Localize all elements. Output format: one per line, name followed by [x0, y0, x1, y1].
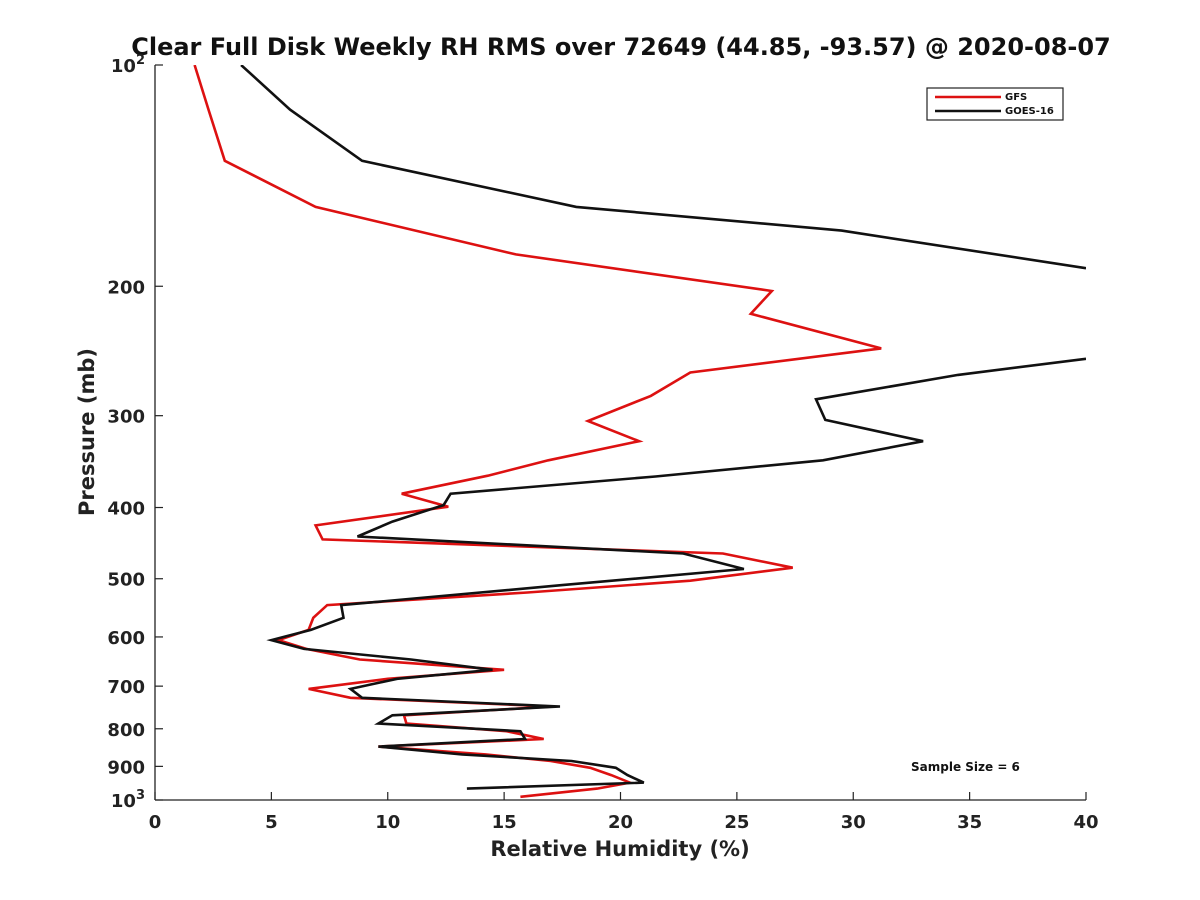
y-axis-label: Pressure (mb) — [75, 348, 99, 516]
x-tick-label: 10 — [375, 812, 400, 833]
y-tick-label: 400 — [107, 499, 145, 520]
chart-title: Clear Full Disk Weekly RH RMS over 72649… — [131, 33, 1111, 61]
y-tick-label: 800 — [107, 720, 145, 741]
x-tick-label: 15 — [492, 812, 517, 833]
x-tick-label: 20 — [608, 812, 633, 833]
legend-label-goes16: GOES-16 — [1005, 106, 1054, 117]
legend: GFS GOES-16 — [926, 87, 1064, 121]
sample-size-annotation: Sample Size = 6 — [911, 760, 1020, 774]
legend-label-gfs: GFS — [1005, 92, 1027, 103]
x-tick-label: 25 — [724, 812, 749, 833]
y-tick-label: 103 — [111, 788, 145, 812]
series-layer — [193, 65, 1086, 799]
x-tick-label: 35 — [957, 812, 982, 833]
y-tick-label: 900 — [107, 757, 145, 778]
y-tick-label: 300 — [107, 407, 145, 428]
x-tick-label: 0 — [149, 812, 162, 833]
legend-box — [926, 87, 1064, 121]
y-tick-label: 600 — [107, 628, 145, 649]
series-line-goes16-lower — [266, 357, 1086, 790]
y-tick-label: 200 — [107, 277, 145, 298]
x-tick-label: 5 — [265, 812, 278, 833]
y-tick-label: 700 — [107, 677, 145, 698]
y-tick-label: 102 — [111, 53, 145, 77]
x-axis-label: Relative Humidity (%) — [490, 837, 749, 861]
x-tick-label: 30 — [841, 812, 866, 833]
series-line-goes16 — [240, 65, 1086, 270]
x-tick-label: 40 — [1073, 812, 1098, 833]
y-tick-label: 500 — [107, 570, 145, 591]
x-ticks: 0 5 10 15 20 25 30 35 40 — [149, 792, 1099, 833]
y-ticks: 102 200 300 400 500 600 700 800 900 103 — [107, 53, 163, 812]
